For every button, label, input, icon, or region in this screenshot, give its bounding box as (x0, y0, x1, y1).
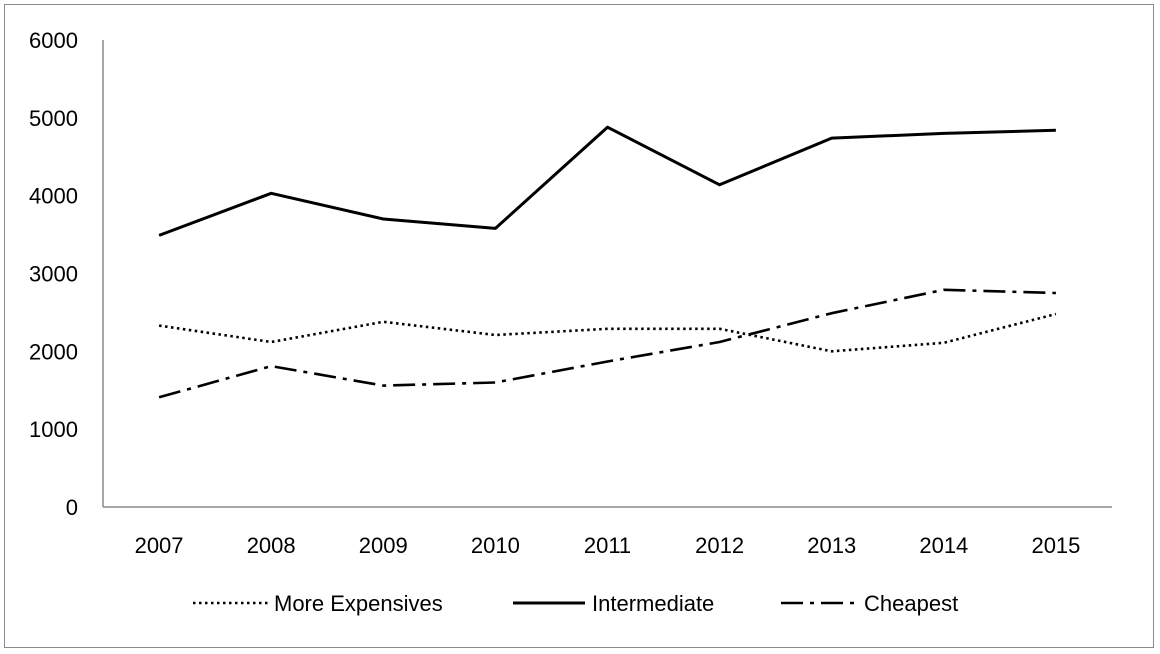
legend-item: Cheapest (781, 591, 958, 616)
y-tick-label: 3000 (29, 262, 78, 287)
legend-item: Intermediate (513, 591, 714, 616)
x-tick-label: 2009 (359, 533, 408, 558)
series-layer (158, 125, 1057, 399)
x-axis: 2007 2008 2009 2010 2011 2012 2013 2014 2015 (103, 506, 1112, 558)
series-line-intermediate (158, 125, 1056, 237)
x-tick-label: 2008 (247, 533, 296, 558)
y-tick-label: 5000 (29, 106, 78, 131)
x-tick-label: 2014 (919, 533, 968, 558)
series-line-cheapest (158, 288, 1056, 399)
legend-label: More Expensives (274, 591, 443, 616)
series-line-more-expensives (158, 312, 1057, 353)
x-tick-label: 2010 (471, 533, 520, 558)
legend-label: Cheapest (864, 591, 958, 616)
x-tick-label: 2015 (1031, 533, 1080, 558)
y-tick-label: 6000 (29, 28, 78, 53)
legend: More Expensives Intermediate Cheapest (193, 591, 958, 616)
chart-frame (4, 4, 1154, 648)
y-tick-label: 0 (66, 495, 78, 520)
x-tick-label: 2007 (135, 533, 184, 558)
x-tick-label: 2012 (695, 533, 744, 558)
y-tick-label: 2000 (29, 339, 78, 364)
y-tick-label: 4000 (29, 184, 78, 209)
x-tick-label: 2013 (807, 533, 856, 558)
x-tick-label: 2011 (584, 533, 631, 558)
y-axis: 0 1000 2000 3000 4000 5000 6000 (29, 28, 104, 520)
y-tick-label: 1000 (29, 417, 78, 442)
legend-item: More Expensives (193, 591, 443, 616)
legend-label: Intermediate (592, 591, 714, 616)
